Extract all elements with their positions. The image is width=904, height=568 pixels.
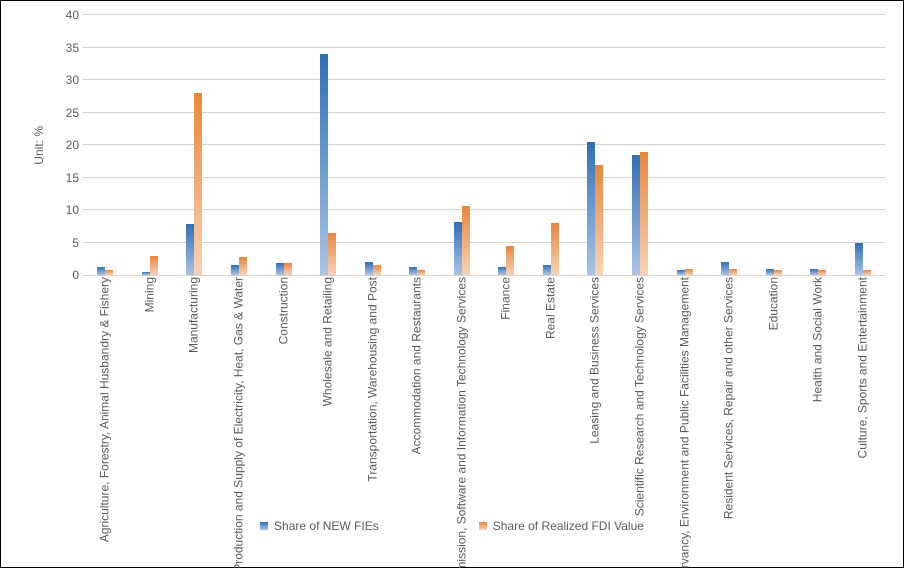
y-tick-label: 30 xyxy=(66,74,79,86)
bar-realized-fdi xyxy=(239,257,247,275)
y-tick-label: 15 xyxy=(66,172,79,184)
x-tick-label: Water Conservancy, Environment and Publi… xyxy=(678,277,691,568)
y-tick-label: 40 xyxy=(66,9,79,21)
bar-realized-fdi xyxy=(150,256,158,276)
bar-new-fies xyxy=(231,265,239,275)
bar-group xyxy=(721,262,737,275)
bar-new-fies xyxy=(587,142,595,275)
y-tick-label: 25 xyxy=(66,107,79,119)
bar-group xyxy=(498,246,514,275)
y-tick-label: 35 xyxy=(66,42,79,54)
y-tick-label: 5 xyxy=(72,237,79,249)
x-tick-label: Scientific Research and Technology Servi… xyxy=(633,277,646,516)
bar-realized-fdi xyxy=(373,265,381,275)
legend-item-realized-fdi: Share of Realized FDI Value xyxy=(479,519,644,533)
y-axis-title-col: Unit: % xyxy=(19,15,59,275)
x-tick-label: Manufacturing xyxy=(188,277,201,353)
y-axis-title: Unit: % xyxy=(32,126,46,165)
x-tick-label: Accommodation and Restaurants xyxy=(411,277,424,454)
x-tick-label: Education xyxy=(767,277,780,330)
bar-group xyxy=(543,223,559,275)
chart-frame: Unit: % 0 5 10 15 20 25 30 35 40 Agriculture, Fo… xyxy=(0,0,904,568)
bar-new-fies xyxy=(409,267,417,275)
x-tick-label: Real Estate xyxy=(544,277,557,339)
bar-realized-fdi xyxy=(640,152,648,276)
bar-new-fies xyxy=(97,267,105,275)
bar-realized-fdi xyxy=(551,223,559,275)
legend-swatch-new-fies xyxy=(260,522,268,530)
x-tick-label: Finance xyxy=(500,277,513,320)
x-tick-label: Mining xyxy=(143,277,156,312)
gridline xyxy=(83,14,885,15)
legend-item-new-fies: Share of NEW FIEs xyxy=(260,519,379,533)
bar-new-fies xyxy=(320,54,328,275)
x-tick-label: Leasing and Business Services xyxy=(589,277,602,444)
bar-new-fies xyxy=(632,155,640,275)
x-axis-labels: Agriculture, Forestry, Animal Husbandry … xyxy=(83,275,885,515)
gridline xyxy=(83,144,885,145)
x-tick-label: Transportation, Warehousing and Post xyxy=(366,277,379,482)
y-tick-label: 20 xyxy=(66,139,79,151)
legend-label-new-fies: Share of NEW FIEs xyxy=(274,519,379,533)
bar-group xyxy=(231,257,247,275)
legend-swatch-realized-fdi xyxy=(479,522,487,530)
bar-group xyxy=(855,243,871,276)
bar-new-fies xyxy=(276,263,284,275)
x-tick-label: Health and Social Work xyxy=(812,277,825,402)
plot-wrap: Unit: % 0510152025303540 xyxy=(19,15,885,275)
bar-group xyxy=(276,263,292,275)
bar-group xyxy=(587,142,603,275)
bar-realized-fdi xyxy=(284,263,292,275)
bar-group xyxy=(186,93,202,275)
bar-new-fies xyxy=(365,262,373,275)
bar-group xyxy=(632,152,648,276)
gridline xyxy=(83,79,885,80)
bar-realized-fdi xyxy=(506,246,514,275)
bar-group xyxy=(142,256,158,276)
bar-group xyxy=(454,206,470,275)
bar-group xyxy=(97,267,113,275)
bar-group xyxy=(320,54,336,275)
bar-new-fies xyxy=(855,243,863,276)
bar-new-fies xyxy=(454,222,462,275)
bar-new-fies xyxy=(721,262,729,275)
bar-realized-fdi xyxy=(595,165,603,276)
gridline xyxy=(83,47,885,48)
y-tick-label: 10 xyxy=(66,204,79,216)
bar-realized-fdi xyxy=(462,206,470,275)
bar-new-fies xyxy=(186,224,194,275)
bar-new-fies xyxy=(543,265,551,275)
plot-area xyxy=(83,15,885,276)
gridline xyxy=(83,209,885,210)
legend: Share of NEW FIEs Share of Realized FDI … xyxy=(19,519,885,533)
x-tick-label: Agriculture, Forestry, Animal Husbandry … xyxy=(99,277,112,542)
bar-realized-fdi xyxy=(328,233,336,275)
bar-group xyxy=(409,267,425,275)
legend-label-realized-fdi: Share of Realized FDI Value xyxy=(493,519,644,533)
x-tick-label: Culture, Sports and Entertainment xyxy=(856,277,869,458)
gridline xyxy=(83,242,885,243)
bar-new-fies xyxy=(498,267,506,275)
bar-group xyxy=(365,262,381,275)
gridline xyxy=(83,177,885,178)
y-axis-ticks: 0510152025303540 xyxy=(59,15,83,275)
x-tick-label: Construction xyxy=(277,277,290,344)
x-tick-label: Resident Services, Repair and other Serv… xyxy=(722,277,735,519)
x-tick-label: Production and Supply of Electricity, He… xyxy=(232,277,245,568)
bar-realized-fdi xyxy=(194,93,202,275)
y-tick-label: 0 xyxy=(72,269,79,281)
x-tick-label: Information Transmission, Software and I… xyxy=(455,277,468,568)
x-tick-label: Wholesale and Retailing xyxy=(321,277,334,406)
gridline xyxy=(83,112,885,113)
